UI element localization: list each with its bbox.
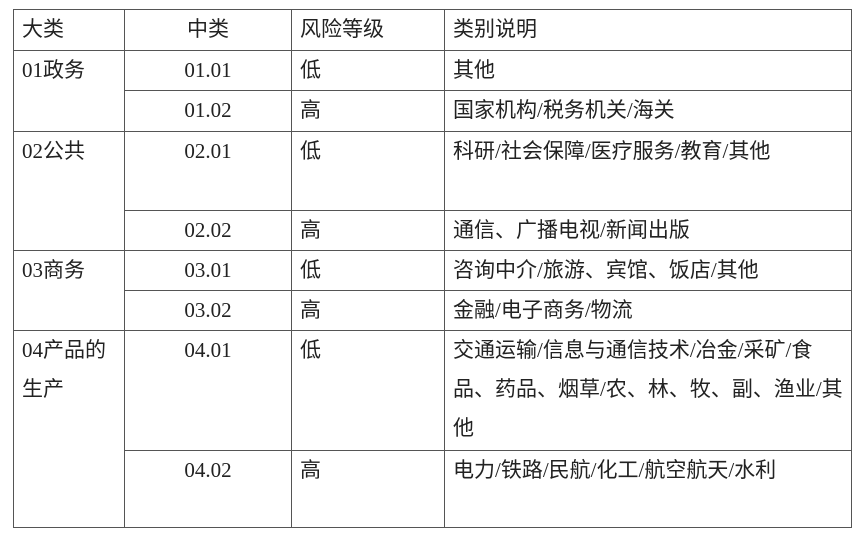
risk-level-cell: 高 bbox=[291, 450, 445, 528]
risk-level-cell: 低 bbox=[291, 250, 445, 291]
major-category-cell: 03商务 bbox=[13, 250, 125, 331]
table-row: 03.02 高 金融/电子商务/物流 bbox=[14, 290, 852, 331]
sub-category-cell: 04.01 bbox=[124, 330, 292, 451]
risk-level-cell: 高 bbox=[291, 90, 445, 132]
risk-level-cell: 低 bbox=[291, 50, 445, 91]
risk-level-cell: 高 bbox=[291, 210, 445, 251]
table-row: 02.02 高 通信、广播电视/新闻出版 bbox=[14, 210, 852, 251]
description-cell: 交通运输/信息与通信技术/冶金/采矿/食品、药品、烟草/农、林、牧、副、渔业/其… bbox=[444, 330, 852, 451]
risk-level-cell: 低 bbox=[291, 330, 445, 451]
table-row: 01.02 高 国家机构/税务机关/海关 bbox=[14, 90, 852, 132]
description-cell: 电力/铁路/民航/化工/航空航天/水利 bbox=[444, 450, 852, 528]
description-cell: 通信、广播电视/新闻出版 bbox=[444, 210, 852, 251]
risk-level-cell: 低 bbox=[291, 131, 445, 211]
description-cell: 咨询中介/旅游、宾馆、饭店/其他 bbox=[444, 250, 852, 291]
header-description: 类别说明 bbox=[444, 9, 852, 51]
major-category-cell: 02公共 bbox=[13, 131, 125, 251]
table-row: 03商务 03.01 低 咨询中介/旅游、宾馆、饭店/其他 bbox=[13, 250, 852, 331]
sub-category-cell: 03.02 bbox=[124, 290, 292, 331]
sub-category-cell: 01.01 bbox=[124, 50, 292, 91]
major-category-cell: 04产品的生产 bbox=[13, 330, 125, 528]
description-cell: 其他 bbox=[444, 50, 852, 91]
sub-category-cell: 02.02 bbox=[124, 210, 292, 251]
major-category-cell: 01政务 bbox=[13, 50, 125, 132]
table-row: 01政务 01.01 低 其他 bbox=[13, 50, 852, 132]
description-cell: 国家机构/税务机关/海关 bbox=[444, 90, 852, 132]
table-row: 04产品的生产 04.01 低 交通运输/信息与通信技术/冶金/采矿/食品、药品… bbox=[13, 330, 852, 528]
table-row: 04.02 高 电力/铁路/民航/化工/航空航天/水利 bbox=[14, 450, 852, 528]
header-sub-category: 中类 bbox=[124, 9, 292, 51]
table-row: 02公共 02.01 低 科研/社会保障/医疗服务/教育/其他 bbox=[13, 131, 852, 251]
description-cell: 科研/社会保障/医疗服务/教育/其他 bbox=[444, 131, 852, 211]
header-risk-level: 风险等级 bbox=[291, 9, 445, 51]
sub-category-cell: 03.01 bbox=[124, 250, 292, 291]
sub-category-cell: 04.02 bbox=[124, 450, 292, 528]
sub-category-cell: 02.01 bbox=[124, 131, 292, 211]
table-header-row: 大类 中类 风险等级 类别说明 bbox=[13, 9, 852, 51]
risk-level-cell: 高 bbox=[291, 290, 445, 331]
header-major-category: 大类 bbox=[13, 9, 125, 51]
description-cell: 金融/电子商务/物流 bbox=[444, 290, 852, 331]
risk-category-table: 大类 中类 风险等级 类别说明 01政务 01.01 低 其他 01.02 高 … bbox=[13, 9, 852, 528]
sub-category-cell: 01.02 bbox=[124, 90, 292, 132]
